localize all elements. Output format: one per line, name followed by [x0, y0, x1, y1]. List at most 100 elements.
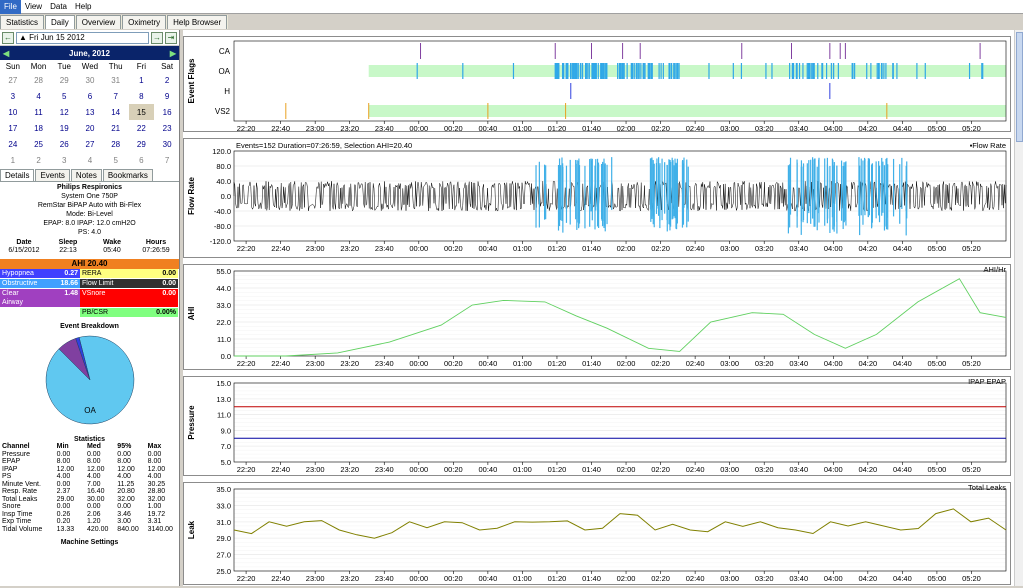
tab-daily[interactable]: Daily: [45, 15, 75, 29]
tab-overview[interactable]: Overview: [75, 15, 122, 29]
tab-statistics[interactable]: Statistics: [0, 15, 45, 29]
calendar-day[interactable]: 11: [34, 107, 43, 117]
flow-event-bar: [824, 158, 826, 226]
calendar-day[interactable]: 21: [111, 123, 121, 133]
tab-oximetry[interactable]: Oximetry: [122, 15, 167, 29]
menu-data[interactable]: Data: [50, 1, 67, 11]
x-tick-label: 22:40: [271, 124, 290, 133]
calendar-day[interactable]: 26: [59, 139, 69, 149]
stat-value: 0.00: [86, 450, 101, 458]
tab-bookmarks[interactable]: Bookmarks: [102, 169, 153, 181]
calendar-day[interactable]: 17: [8, 123, 18, 133]
calendar-day[interactable]: 1: [10, 155, 16, 165]
flow-event-bar: [687, 166, 689, 222]
menu-file[interactable]: File: [0, 0, 21, 14]
calendar-day[interactable]: 19: [59, 123, 69, 133]
x-tick-label: 05:00: [928, 124, 947, 133]
calendar-day[interactable]: 31: [111, 75, 121, 85]
x-tick-label: 00:40: [478, 465, 497, 474]
tab-events[interactable]: Events: [35, 169, 70, 181]
x-tick-label: 03:40: [789, 465, 808, 474]
scrollbar-thumb[interactable]: [1016, 32, 1023, 142]
calendar-day[interactable]: 22: [136, 123, 146, 133]
calendar-day[interactable]: 18: [34, 123, 43, 133]
x-tick-label: 00:00: [409, 465, 428, 474]
stat-value: 0.00: [86, 503, 101, 510]
flow-event-bar: [901, 157, 903, 209]
calendar-day[interactable]: 16: [162, 107, 172, 117]
calendar-day[interactable]: 7: [164, 155, 170, 165]
calendar-day[interactable]: 9: [164, 91, 170, 101]
event-breakdown-title: Event Breakdown: [60, 323, 119, 330]
calendar-day[interactable]: 30: [162, 139, 172, 149]
calendar-day[interactable]: 27: [85, 139, 95, 149]
flow-event-bar: [589, 159, 591, 227]
calendar-day[interactable]: 30: [85, 75, 95, 85]
x-tick-label: 00:20: [444, 359, 463, 368]
calendar-day[interactable]: 4: [36, 91, 41, 101]
calendar-day[interactable]: 13: [85, 107, 95, 117]
calendar-day[interactable]: 6: [139, 155, 144, 165]
calendar-day[interactable]: 10: [8, 107, 18, 117]
calendar-day[interactable]: 29: [136, 139, 146, 149]
next-day-button[interactable]: →: [151, 31, 163, 44]
chart-legend: IPAP EPAP: [968, 377, 1006, 386]
x-tick-label: 23:40: [375, 359, 394, 368]
stat-value: 28.80: [147, 488, 166, 495]
x-tick-label: 23:20: [340, 244, 359, 253]
x-tick-label: 23:20: [340, 359, 359, 368]
calendar-day[interactable]: 24: [8, 139, 18, 149]
calendar-day[interactable]: 4: [87, 155, 93, 165]
flow-event-bar: [892, 158, 895, 217]
calendar-day[interactable]: 28: [111, 139, 121, 149]
x-tick-label: 22:20: [237, 244, 256, 253]
calendar-day[interactable]: 15: [128, 104, 155, 120]
calendar-day[interactable]: 1: [139, 75, 144, 85]
calendar-day[interactable]: 25: [34, 139, 43, 149]
vertical-scrollbar[interactable]: [1014, 30, 1023, 586]
calendar-day[interactable]: 5: [62, 91, 67, 101]
flow-event-bar: [836, 165, 838, 222]
calendar-day[interactable]: 7: [113, 91, 118, 101]
flow-event-bar: [883, 165, 886, 231]
calendar-day[interactable]: 29: [59, 75, 69, 85]
stat-channel: Exp Time: [2, 518, 32, 525]
menu-help[interactable]: Help: [75, 1, 92, 11]
index-value: 0.00: [138, 289, 178, 308]
weekday-header: Tue: [57, 61, 72, 71]
prev-month-icon[interactable]: ◀: [3, 48, 10, 58]
calendar-day[interactable]: 3: [62, 155, 67, 165]
calendar-day[interactable]: 3: [10, 91, 16, 101]
calendar-day[interactable]: 12: [59, 107, 69, 117]
tab-notes[interactable]: Notes: [70, 169, 102, 181]
calendar-day[interactable]: 6: [87, 91, 93, 101]
tab-help-browser[interactable]: Help Browser: [167, 15, 228, 29]
index-value: 18.66: [40, 279, 80, 289]
x-tick-label: 00:00: [409, 359, 428, 368]
prev-day-button[interactable]: ←: [2, 31, 14, 44]
calendar-day[interactable]: 5: [113, 155, 118, 165]
calendar-day[interactable]: 2: [164, 75, 170, 85]
calendar-day[interactable]: 2: [36, 155, 41, 165]
calendar-day[interactable]: 23: [162, 123, 172, 133]
chart-legend: Total Leaks: [968, 483, 1006, 492]
sleep-value: 22:13: [59, 247, 77, 254]
flow-event-bar: [565, 165, 568, 223]
x-tick-label: 00:40: [478, 574, 497, 583]
flow-event-bar: [562, 163, 564, 217]
date-picker[interactable]: ▲ Fri Jun 15 2012: [16, 31, 149, 44]
calendar-day[interactable]: 28: [34, 75, 43, 85]
calendar-day[interactable]: 14: [111, 107, 121, 117]
machine-pressure: EPAP: 8.0 IPAP: 12.0 cmH2O: [43, 220, 136, 227]
calendar-day[interactable]: 8: [139, 91, 144, 101]
tab-details[interactable]: Details: [0, 169, 35, 181]
next-month-icon[interactable]: ▶: [169, 48, 176, 58]
x-tick-label: 23:00: [306, 244, 325, 253]
x-tick-label: 04:40: [893, 124, 912, 133]
x-tick-label: 04:40: [893, 244, 912, 253]
stat-channel: Total Leaks: [2, 495, 38, 503]
calendar-day[interactable]: 27: [8, 75, 18, 85]
last-day-button[interactable]: ⇥: [165, 31, 177, 44]
menu-view[interactable]: View: [24, 1, 43, 11]
calendar-day[interactable]: 20: [85, 123, 95, 133]
